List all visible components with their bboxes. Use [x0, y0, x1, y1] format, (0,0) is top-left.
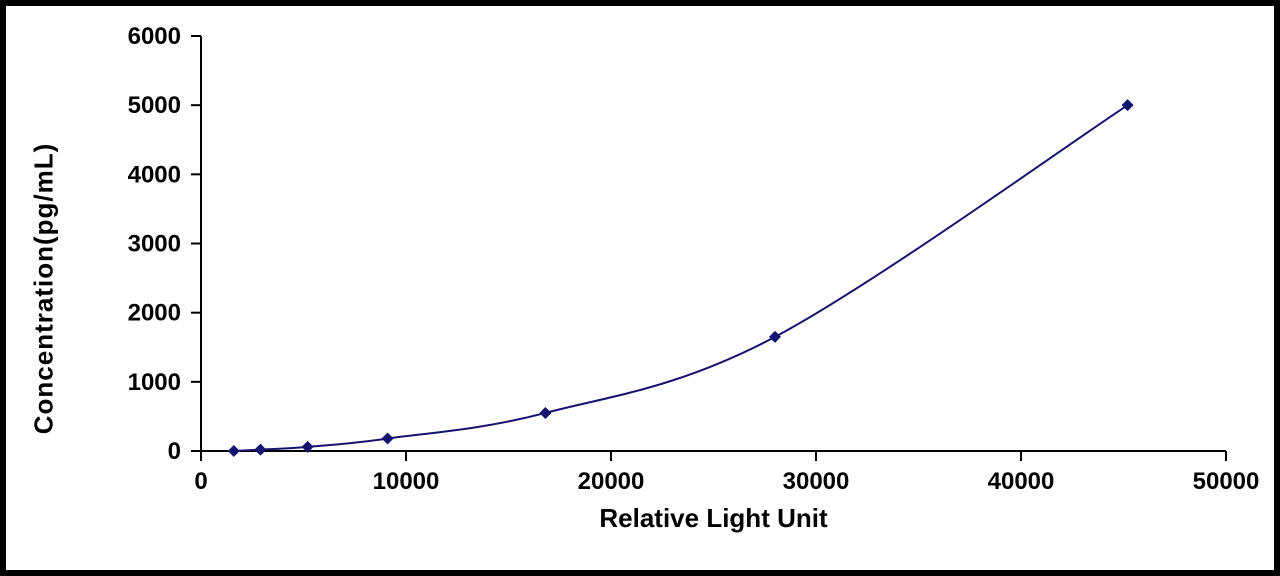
- x-tick-label: 0: [194, 468, 207, 495]
- y-tick-label: 3000: [128, 231, 181, 258]
- data-marker: [539, 407, 551, 419]
- y-tick-label: 5000: [128, 92, 181, 119]
- x-tick-label: 10000: [373, 468, 440, 495]
- data-marker: [1122, 99, 1134, 111]
- y-tick-label: 2000: [128, 300, 181, 327]
- series-line: [234, 105, 1128, 451]
- y-tick-label: 4000: [128, 161, 181, 188]
- x-tick-label: 50000: [1193, 468, 1260, 495]
- data-marker: [769, 331, 781, 343]
- x-tick-label: 30000: [783, 468, 850, 495]
- chart-svg: 0 1000 2000 3000 4000 5000 6000 0 10000 20000 3000…: [6, 6, 1274, 570]
- plot-container: 0 1000 2000 3000 4000 5000 6000 0 10000 20000 3000…: [6, 6, 1274, 570]
- y-axis-title: Concentration(pg/mL): [29, 142, 60, 434]
- chart-frame: 0 1000 2000 3000 4000 5000 6000 0 10000 20000 3000…: [0, 0, 1280, 576]
- data-marker: [382, 433, 394, 445]
- x-axis-title: Relative Light Unit: [599, 503, 828, 533]
- y-tick-label: 0: [168, 438, 181, 465]
- y-tick-label: 6000: [128, 23, 181, 50]
- y-axis-title-container: Concentration(pg/mL): [24, 6, 64, 570]
- x-tick-label: 20000: [578, 468, 645, 495]
- data-marker: [254, 444, 266, 456]
- data-marker: [228, 445, 240, 457]
- axes: [201, 36, 1226, 451]
- x-tick-label: 40000: [988, 468, 1055, 495]
- y-tick-label: 1000: [128, 369, 181, 396]
